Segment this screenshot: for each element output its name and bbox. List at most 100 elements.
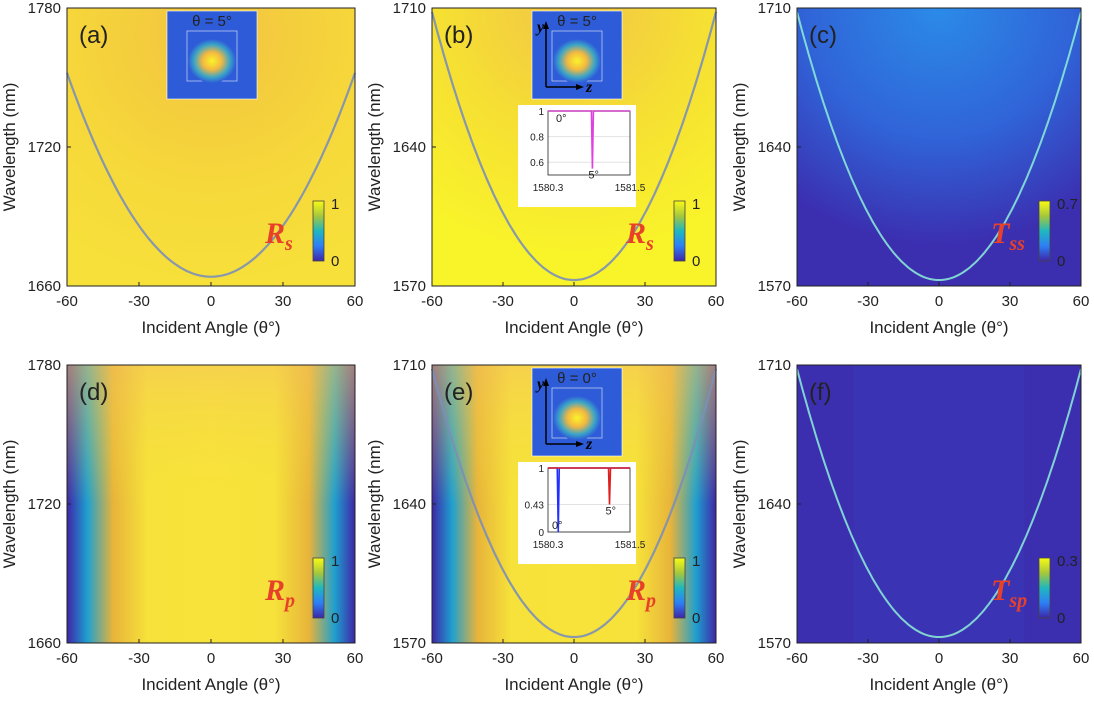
axis-label-y: y xyxy=(535,376,545,393)
panel-label: (b) xyxy=(444,22,473,49)
colorbar-min-label: 0 xyxy=(692,253,700,270)
x-tick-label: -30 xyxy=(492,650,514,667)
x-axis-label: Incident Angle (θ°) xyxy=(869,675,1008,694)
x-tick-label: 60 xyxy=(1073,650,1090,667)
x-tick-label: 60 xyxy=(1073,293,1090,310)
colorbar xyxy=(673,200,686,262)
inset-series-label: 5° xyxy=(588,170,599,182)
x-tick-label: 60 xyxy=(347,293,364,310)
inset-plot-background xyxy=(518,462,636,564)
y-tick-label: 1720 xyxy=(28,496,61,513)
colorbar xyxy=(312,557,325,619)
colorbar xyxy=(312,200,325,262)
peak-curve xyxy=(796,11,1082,281)
colorbar-max-label: 0.3 xyxy=(1057,553,1078,570)
y-tick-label: 1570 xyxy=(393,635,426,652)
inset-angle-label: θ = 5° xyxy=(557,13,597,30)
inset-series-label: 0° xyxy=(556,113,567,125)
colorbar-quantity-label: Rp xyxy=(264,574,295,612)
inset-series-label: 5° xyxy=(606,505,617,517)
y-tick-label: 1640 xyxy=(393,139,426,156)
x-tick-label: 0 xyxy=(570,650,578,667)
colorbar-min-label: 0 xyxy=(1057,610,1065,627)
y-tick-label: 1660 xyxy=(28,278,61,295)
y-axis-label: Wavelength (nm) xyxy=(0,83,19,212)
inset-mode-profile xyxy=(188,39,236,83)
x-tick-label: -30 xyxy=(857,650,879,667)
y-axis-label: Wavelength (nm) xyxy=(730,83,749,212)
quantity-symbol: R xyxy=(625,574,646,607)
axis-label-z: z xyxy=(585,79,593,96)
axis-arrowhead-z xyxy=(576,84,584,90)
quantity-symbol: T xyxy=(991,574,1011,607)
quantity-subscript: sp xyxy=(1008,590,1027,612)
panel-d: -60 -30 0 30 60 1660 1720 1780 Incident Angle (θ… xyxy=(0,357,363,694)
x-axis-label: Incident Angle (θ°) xyxy=(141,675,280,694)
x-tick-label: -60 xyxy=(786,650,808,667)
x-axis-label: Incident Angle (θ°) xyxy=(141,318,280,337)
inset-x-tick-label: 1581.5 xyxy=(615,540,646,551)
y-tick-label: 1710 xyxy=(758,0,791,17)
colorbar-quantity-label: Tss xyxy=(991,217,1025,255)
heatmap-center-band xyxy=(853,365,1025,643)
x-tick-label: 60 xyxy=(708,650,725,667)
x-tick-label: 30 xyxy=(1002,650,1019,667)
y-tick-label: 1780 xyxy=(28,357,61,374)
panel-e: -60 -30 0 30 60 1570 1640 1710 Incident Angle (θ… xyxy=(365,357,724,694)
inset-y-tick-label: 0.43 xyxy=(525,500,545,511)
x-tick-label: 0 xyxy=(207,650,215,667)
panel-c: -60 -30 0 30 60 1570 1640 1710 Incident Angle (θ… xyxy=(730,0,1089,337)
x-tick-label: -30 xyxy=(128,650,150,667)
y-tick-label: 1570 xyxy=(758,278,791,295)
y-tick-label: 1720 xyxy=(28,139,61,156)
x-tick-label: 30 xyxy=(637,293,654,310)
x-tick-label: -60 xyxy=(421,293,443,310)
x-tick-label: -30 xyxy=(857,293,879,310)
quantity-subscript: p xyxy=(283,590,295,612)
x-tick-label: -60 xyxy=(786,293,808,310)
quantity-symbol: R xyxy=(264,574,285,607)
inset-mode-profile xyxy=(553,396,601,440)
x-tick-label: 60 xyxy=(708,293,725,310)
y-axis-label: Wavelength (nm) xyxy=(730,440,749,569)
inset-y-tick-label: 0.8 xyxy=(530,133,544,144)
dip-curve xyxy=(430,368,718,639)
x-tick-label: 60 xyxy=(347,650,364,667)
inset-plot-background xyxy=(518,105,636,207)
x-tick-label: 0 xyxy=(570,293,578,310)
inset-mode-profile xyxy=(553,39,601,83)
quantity-subscript: p xyxy=(644,590,656,612)
y-tick-label: 1710 xyxy=(393,357,426,374)
panel-a: -60 -30 0 30 60 1660 1720 1780 Incident Angle (θ… xyxy=(0,0,363,337)
inset-series-line xyxy=(548,467,630,505)
heatmap-overlay xyxy=(67,365,355,643)
x-tick-label: 0 xyxy=(207,293,215,310)
quantity-subscript: s xyxy=(284,233,293,255)
x-tick-label: 30 xyxy=(275,293,292,310)
inset-angle-label: θ = 0° xyxy=(557,370,597,387)
colorbar-quantity-label: Rs xyxy=(625,217,654,255)
panel-b: -60 -30 0 30 60 1570 1640 1710 Incident Angle (θ… xyxy=(365,0,724,337)
panel-label: (e) xyxy=(444,379,473,406)
x-tick-label: -30 xyxy=(492,293,514,310)
peak-curve xyxy=(796,368,1082,638)
panel-label: (f) xyxy=(809,379,832,406)
axis-arrowhead-y xyxy=(543,378,549,386)
dip-curve xyxy=(430,11,718,282)
x-tick-label: -60 xyxy=(56,650,78,667)
x-axis-label: Incident Angle (θ°) xyxy=(869,318,1008,337)
colorbar xyxy=(673,557,686,619)
colorbar-min-label: 0 xyxy=(331,610,339,627)
inset-y-tick-label: 1 xyxy=(538,464,544,475)
y-axis-label: Wavelength (nm) xyxy=(365,440,384,569)
colorbar xyxy=(1038,557,1051,619)
y-tick-label: 1640 xyxy=(758,496,791,513)
quantity-subscript: s xyxy=(645,233,654,255)
inset-series-label: 0° xyxy=(552,520,563,532)
inset-angle-label: θ = 5° xyxy=(192,13,232,30)
colorbar-quantity-label: Rs xyxy=(264,217,293,255)
colorbar xyxy=(1038,200,1051,262)
axis-arrowhead-z xyxy=(576,441,584,447)
axis-label-z: z xyxy=(585,436,593,453)
inset-y-tick-label: 0.6 xyxy=(530,158,544,169)
